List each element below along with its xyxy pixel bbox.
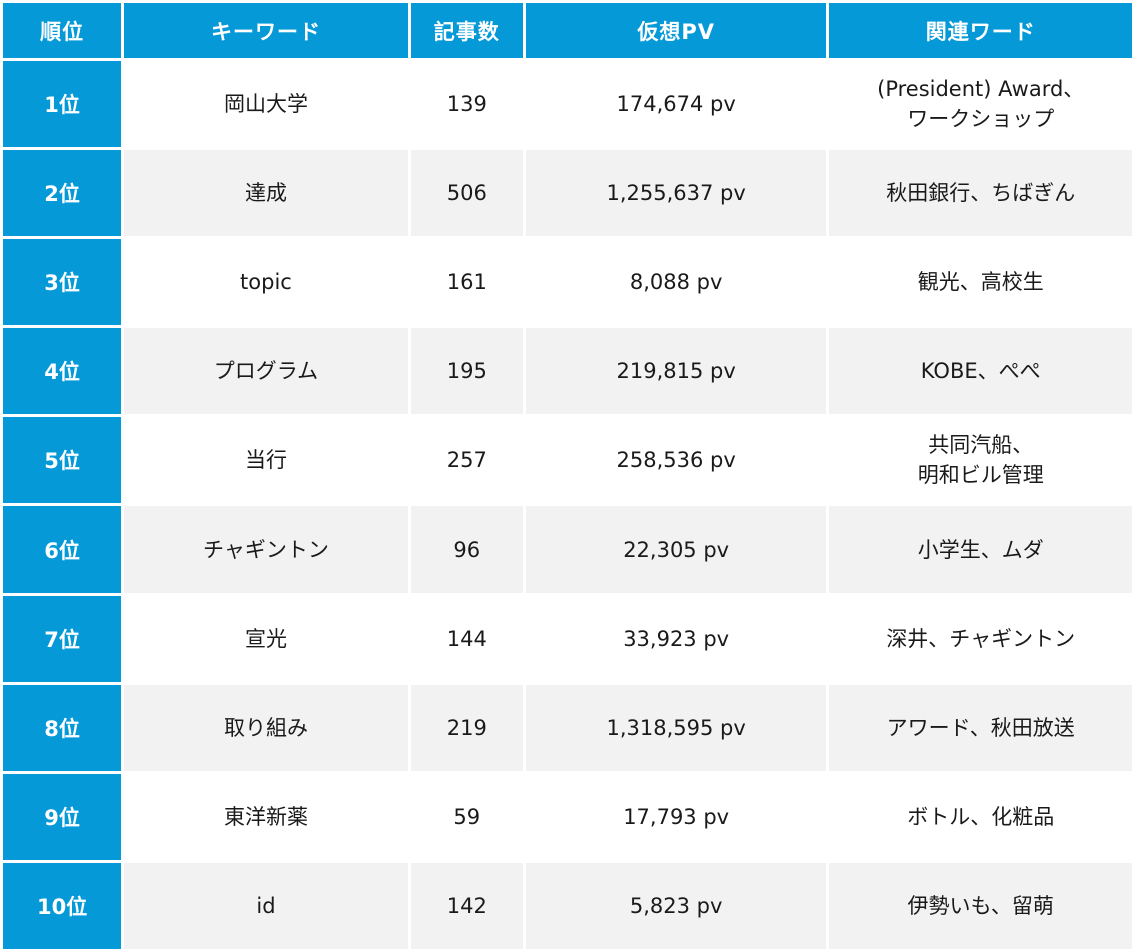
table-row: 7位 宣光 144 33,923 pv 深井、チャギントン: [3, 595, 1132, 682]
related-line-1: 秋田銀行、ちばぎん: [886, 181, 1076, 206]
pv-cell: 1,255,637 pv: [525, 150, 827, 237]
keyword-cell: チャギントン: [124, 506, 408, 593]
header-row: 順位 キーワード 記事数 仮想PV 関連ワード: [3, 3, 1132, 58]
table-row: 8位 取り組み 219 1,318,595 pv アワード、秋田放送: [3, 684, 1132, 771]
keyword-cell: 当行: [124, 417, 408, 504]
keyword-cell: id: [124, 862, 408, 949]
articles-cell: 506: [410, 150, 523, 237]
keyword-cell: 東洋新薬: [124, 773, 408, 860]
table-row: 2位 達成 506 1,255,637 pv 秋田銀行、ちばぎん: [3, 150, 1132, 237]
header-keyword: キーワード: [124, 3, 408, 58]
table-row: 1位 岡山大学 139 174,674 pv (President) Award…: [3, 61, 1132, 148]
pv-cell: 5,823 pv: [525, 862, 827, 949]
rank-cell: 4位: [3, 328, 122, 415]
articles-cell: 144: [410, 595, 523, 682]
related-cell: 小学生、ムダ: [829, 506, 1132, 593]
articles-cell: 59: [410, 773, 523, 860]
related-cell: 共同汽船、 明和ビル管理: [829, 417, 1132, 504]
related-line-1: 深井、チャギントン: [886, 626, 1076, 651]
keyword-cell: 取り組み: [124, 684, 408, 771]
table-row: 4位 プログラム 195 219,815 pv KOBE、ぺぺ: [3, 328, 1132, 415]
keyword-cell: 岡山大学: [124, 61, 408, 148]
pv-cell: 22,305 pv: [525, 506, 827, 593]
articles-cell: 96: [410, 506, 523, 593]
rank-cell: 1位: [3, 61, 122, 148]
related-cell: 深井、チャギントン: [829, 595, 1132, 682]
articles-cell: 142: [410, 862, 523, 949]
pv-cell: 8,088 pv: [525, 239, 827, 326]
related-line-1: 共同汽船、: [928, 433, 1034, 458]
related-line-2: ワークショップ: [907, 107, 1055, 132]
rank-cell: 7位: [3, 595, 122, 682]
keyword-cell: 宣光: [124, 595, 408, 682]
related-line-1: 伊勢いも、留萌: [907, 893, 1054, 918]
table-row: 10位 id 142 5,823 pv 伊勢いも、留萌: [3, 862, 1132, 949]
table-row: 5位 当行 257 258,536 pv 共同汽船、 明和ビル管理: [3, 417, 1132, 504]
header-rank: 順位: [3, 3, 122, 58]
related-cell: (President) Award、 ワークショップ: [829, 61, 1132, 148]
table-row: 9位 東洋新薬 59 17,793 pv ボトル、化粧品: [3, 773, 1132, 860]
articles-cell: 161: [410, 239, 523, 326]
header-articles: 記事数: [410, 3, 523, 58]
keyword-cell: topic: [124, 239, 408, 326]
rank-cell: 5位: [3, 417, 122, 504]
pv-cell: 1,318,595 pv: [525, 684, 827, 771]
articles-cell: 139: [410, 61, 523, 148]
related-cell: ボトル、化粧品: [829, 773, 1132, 860]
related-line-1: (President) Award、: [877, 77, 1085, 102]
pv-cell: 258,536 pv: [525, 417, 827, 504]
keyword-cell: プログラム: [124, 328, 408, 415]
articles-cell: 257: [410, 417, 523, 504]
related-line-1: 観光、高校生: [917, 270, 1044, 295]
rank-cell: 9位: [3, 773, 122, 860]
related-cell: アワード、秋田放送: [829, 684, 1132, 771]
articles-cell: 219: [410, 684, 523, 771]
related-line-2: 明和ビル管理: [917, 463, 1044, 488]
table-row: 3位 topic 161 8,088 pv 観光、高校生: [3, 239, 1132, 326]
rank-cell: 3位: [3, 239, 122, 326]
header-virtual-pv: 仮想PV: [525, 3, 827, 58]
articles-cell: 195: [410, 328, 523, 415]
table-row: 6位 チャギントン 96 22,305 pv 小学生、ムダ: [3, 506, 1132, 593]
related-cell: 観光、高校生: [829, 239, 1132, 326]
pv-cell: 17,793 pv: [525, 773, 827, 860]
keyword-cell: 達成: [124, 150, 408, 237]
pv-cell: 219,815 pv: [525, 328, 827, 415]
rank-cell: 2位: [3, 150, 122, 237]
rank-cell: 6位: [3, 506, 122, 593]
related-cell: KOBE、ぺぺ: [829, 328, 1132, 415]
pv-cell: 33,923 pv: [525, 595, 827, 682]
related-line-1: ボトル、化粧品: [907, 804, 1055, 829]
table-body: 1位 岡山大学 139 174,674 pv (President) Award…: [3, 61, 1132, 949]
related-line-1: アワード、秋田放送: [886, 715, 1075, 740]
related-line-1: 小学生、ムダ: [917, 537, 1044, 562]
pv-cell: 174,674 pv: [525, 61, 827, 148]
header-related: 関連ワード: [829, 3, 1132, 58]
related-cell: 伊勢いも、留萌: [829, 862, 1132, 949]
table-header: 順位 キーワード 記事数 仮想PV 関連ワード: [3, 3, 1132, 58]
related-cell: 秋田銀行、ちばぎん: [829, 150, 1132, 237]
related-line-1: KOBE、ぺぺ: [920, 359, 1041, 384]
rank-cell: 8位: [3, 684, 122, 771]
rank-cell: 10位: [3, 862, 122, 949]
